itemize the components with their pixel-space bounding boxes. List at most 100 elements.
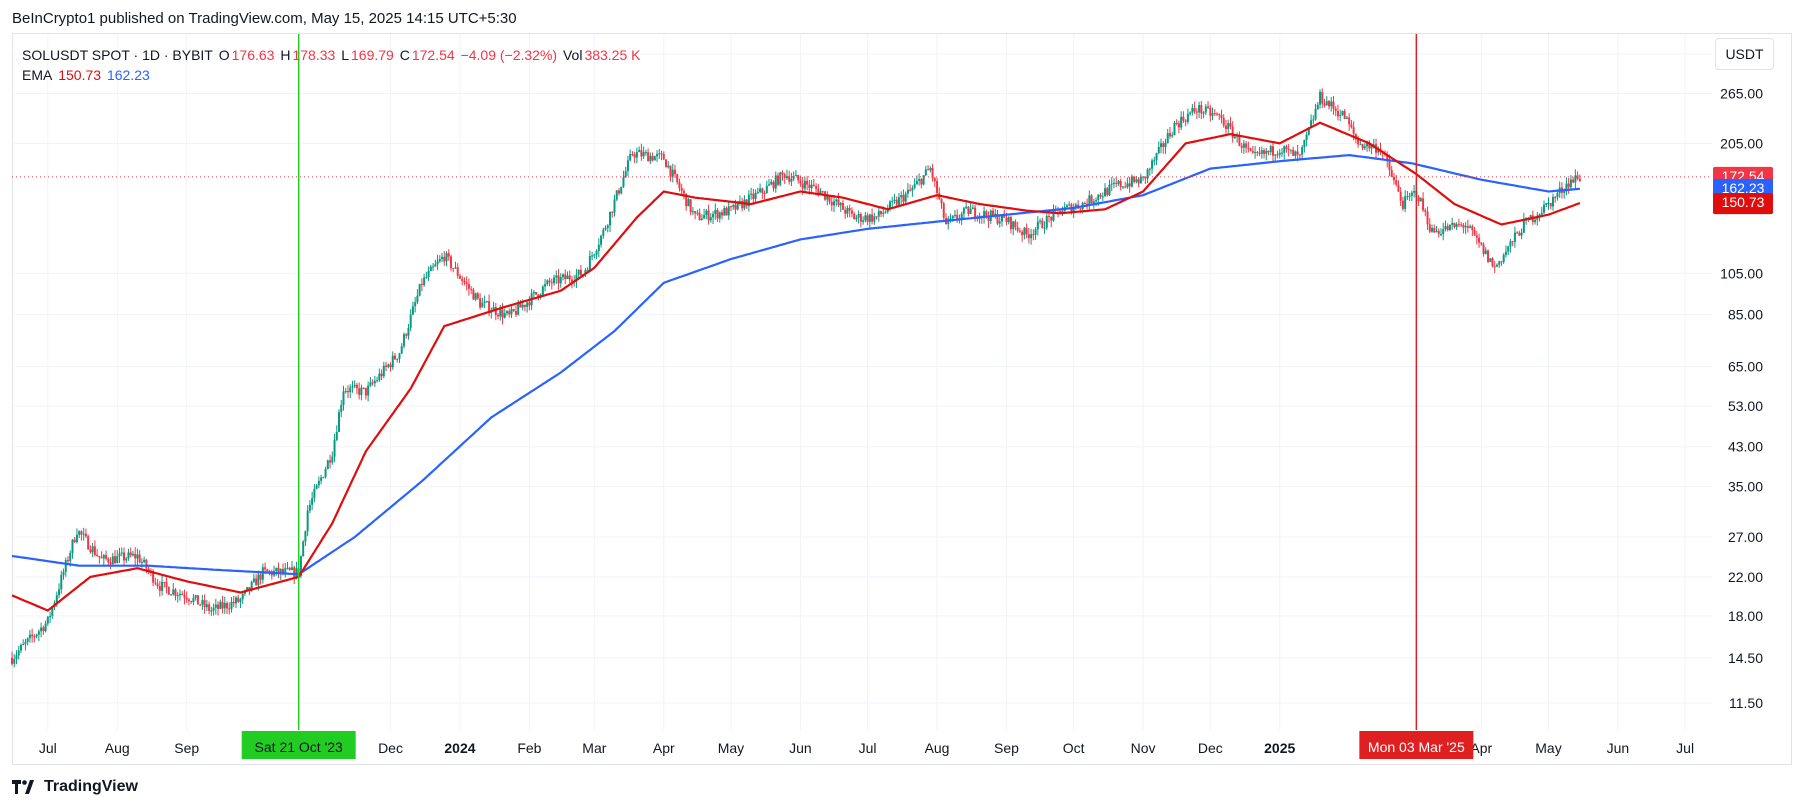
candle-body (1437, 230, 1440, 235)
candle-body (1238, 135, 1241, 146)
candle-body (329, 460, 332, 463)
legend-ema-label[interactable]: EMA (22, 67, 53, 83)
candle-body (1386, 154, 1389, 162)
candle-body (933, 178, 936, 181)
candle-body (338, 412, 341, 432)
candle-body (447, 253, 450, 257)
date-marker-label: Mon 03 Mar '25 (1368, 739, 1465, 755)
candle-body (1016, 227, 1019, 231)
candle-body (1231, 126, 1234, 138)
candle-body (564, 274, 567, 280)
candle-body (250, 581, 253, 591)
candle-body (286, 567, 289, 569)
candle-body (808, 184, 811, 189)
candle-body (185, 597, 188, 600)
candle-body (611, 211, 614, 213)
legend-open: 176.63 (231, 47, 275, 63)
candle-body (691, 211, 694, 213)
candle-body (866, 215, 869, 222)
candle-body (367, 385, 370, 396)
candle-body (1009, 217, 1012, 230)
ema-slow-price-label: 162.23 (1722, 180, 1765, 196)
candle-body (929, 167, 932, 171)
candle-body (844, 209, 847, 214)
candle-body (1296, 151, 1299, 155)
candle-body (904, 193, 907, 202)
candle-body (400, 346, 403, 354)
candle-body (1397, 184, 1400, 192)
tradingview-footer[interactable]: TradingView (12, 778, 138, 796)
candle-body (725, 207, 728, 216)
candle-body (42, 627, 45, 632)
candle-body (1493, 266, 1496, 268)
candle-body (687, 199, 690, 207)
candle-body (716, 209, 719, 219)
candle-body (1303, 139, 1306, 148)
candle-body (891, 200, 894, 202)
candle-body (953, 214, 956, 216)
price-axis[interactable]: 325.00265.00205.00105.0085.0065.0053.004… (1713, 46, 1773, 711)
candle-body (40, 627, 43, 632)
candle-body (924, 169, 927, 176)
candle-body (1202, 112, 1205, 114)
candle-body (1348, 117, 1351, 125)
candle-body (187, 599, 190, 602)
candle-body (1439, 234, 1442, 236)
candle-body (64, 560, 67, 572)
candle-body (1451, 222, 1454, 225)
candle-body (817, 188, 820, 195)
candle-body (673, 169, 676, 175)
candle-body (877, 210, 880, 217)
candle-body (284, 568, 287, 573)
candle-body (1540, 212, 1543, 215)
overlay (12, 34, 1712, 730)
candle-body (884, 211, 887, 213)
price-tick-label: 85.00 (1728, 306, 1763, 322)
candle-body (228, 608, 231, 610)
ema-lines (11, 121, 1581, 612)
candle-body (1220, 114, 1223, 118)
candle-body (1475, 235, 1478, 238)
candle-body (73, 539, 76, 543)
candle-body (1435, 230, 1438, 233)
candle-body (1142, 176, 1145, 178)
candle-body (801, 183, 804, 189)
legend-symbol[interactable]: SOLUSDT SPOT · 1D · BYBIT (22, 47, 213, 63)
candle-body (277, 567, 280, 574)
candle-body (1148, 168, 1151, 170)
candle-body (346, 391, 349, 393)
time-tick-label: Aug (105, 740, 130, 756)
candle-body (792, 176, 795, 179)
candle-body (1287, 148, 1290, 150)
candle-body (427, 271, 430, 277)
candle-body (1350, 124, 1353, 128)
time-tick-label: Dec (378, 740, 403, 756)
legend-change: −4.09 (−2.32%) (460, 47, 558, 63)
candle-body (190, 601, 193, 603)
candle-body (799, 180, 802, 184)
candle-body (49, 616, 52, 618)
candle-body (358, 388, 361, 395)
candle-body (523, 304, 526, 307)
candle-body (58, 589, 61, 596)
candle-body (107, 558, 110, 563)
legend-low-label: L (341, 47, 349, 63)
candle-body (1361, 144, 1364, 149)
candle-body (492, 307, 495, 312)
candle-body (100, 557, 103, 559)
candle-body (1314, 108, 1317, 120)
time-tick-label: Oct (1063, 740, 1085, 756)
time-tick-label: Feb (517, 740, 541, 756)
candle-body (682, 190, 685, 194)
candle-body (1036, 221, 1039, 230)
candle-body (304, 531, 307, 542)
candle-body (91, 546, 94, 553)
time-axis[interactable]: Jul Aug Sep Dec 2024 Feb Mar Apr May Jun Jul Aug Sep… (39, 731, 1694, 759)
candle-body (902, 195, 905, 202)
candle-body (1399, 191, 1402, 201)
candle-body (1233, 136, 1236, 138)
candle-body (1495, 264, 1498, 267)
candle-body (147, 568, 150, 571)
currency-selector[interactable]: USDT (1715, 38, 1774, 70)
